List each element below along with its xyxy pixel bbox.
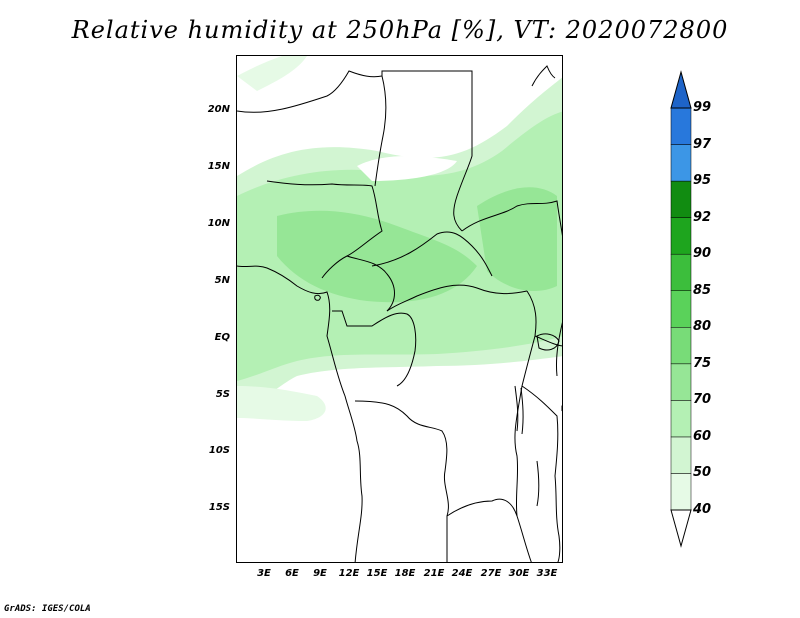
colorbar-label: 92 xyxy=(693,209,712,225)
colorbar-label: 40 xyxy=(693,502,712,517)
border-sahara-north xyxy=(237,70,473,113)
lon-label-9e: 9E xyxy=(313,568,327,579)
island-zanzibar xyxy=(561,405,562,412)
map-canvas xyxy=(237,56,562,562)
lon-label-30e: 30E xyxy=(508,568,530,579)
colorbar-label: 95 xyxy=(693,173,712,189)
colorbar-box xyxy=(670,363,692,401)
colorbar-bottom-arrow xyxy=(670,509,692,548)
humidity-patch-b xyxy=(477,187,557,291)
coastline-west-africa xyxy=(237,265,363,562)
lon-label-33e: 33E xyxy=(536,568,558,579)
colorbar-box xyxy=(670,473,692,511)
colorbar-box xyxy=(670,400,692,438)
map-panel xyxy=(236,55,563,563)
red-sea-coast xyxy=(531,65,556,87)
colorbar-label: 50 xyxy=(693,465,712,481)
colorbar-box xyxy=(670,253,692,291)
lon-label-24e: 24E xyxy=(451,568,473,579)
colorbar-box xyxy=(670,436,692,474)
border-zambia xyxy=(446,498,532,562)
dry-gap-north xyxy=(357,156,457,181)
lon-label-21e: 21E xyxy=(423,568,445,579)
colorbar-box xyxy=(670,217,692,255)
colorbar-label: 80 xyxy=(693,319,712,335)
colorbar-label: 85 xyxy=(693,282,712,298)
colorbar-box xyxy=(670,327,692,365)
humidity-field xyxy=(237,56,562,421)
humidity-north-wisp xyxy=(237,56,307,91)
humidity-patch-a xyxy=(277,210,477,303)
lat-label-15s: 15S xyxy=(208,502,230,513)
colorbar-label: 97 xyxy=(693,136,712,152)
lon-label-15e: 15E xyxy=(366,568,388,579)
lon-label-18e: 18E xyxy=(394,568,416,579)
lat-label-10n: 10N xyxy=(207,218,230,229)
border-ethiopia xyxy=(461,200,562,236)
lon-label-12e: 12E xyxy=(338,568,360,579)
island-bioko xyxy=(314,294,321,301)
humidity-sw-tail xyxy=(237,386,326,421)
political-borders xyxy=(237,65,562,562)
colorbar-top-arrow xyxy=(670,70,692,109)
colorbar-label: 75 xyxy=(693,355,712,371)
lat-label-10s: 10S xyxy=(208,445,230,456)
colorbar-box xyxy=(670,144,692,182)
lat-label-5n: 5N xyxy=(214,275,230,286)
grads-credit: GrADS: IGES/COLA xyxy=(4,604,91,614)
colorbar-label: 90 xyxy=(693,246,712,262)
colorbar-label: 99 xyxy=(693,100,712,115)
border-nigeria xyxy=(266,180,383,279)
lake-victoria xyxy=(536,333,560,351)
border-sudan xyxy=(453,111,473,232)
border-congo-drc xyxy=(332,310,417,387)
lat-label-20n: 20N xyxy=(207,104,230,115)
chart-title: Relative humidity at 250hPa [%], VT: 202… xyxy=(71,16,729,44)
colorbar xyxy=(670,70,692,548)
lake-malawi xyxy=(536,460,540,507)
colorbar-box xyxy=(670,290,692,328)
colorbar-box xyxy=(670,107,692,145)
border-car-south xyxy=(386,284,528,312)
lat-label-5s: 5S xyxy=(215,389,230,400)
lake-tanganyika xyxy=(514,385,524,435)
colorbar-label: 70 xyxy=(693,392,712,408)
colorbar-box xyxy=(670,180,692,218)
border-cameroon-car xyxy=(346,231,493,312)
lon-label-27e: 27E xyxy=(480,568,502,579)
coast-east-africa xyxy=(554,322,562,562)
border-tanzania xyxy=(521,335,562,477)
colorbar-label: 60 xyxy=(693,428,712,444)
lon-label-6e: 6E xyxy=(285,568,299,579)
lat-label-eq: EQ xyxy=(214,332,230,343)
border-angola xyxy=(354,400,449,562)
lat-label-15n: 15N xyxy=(207,161,230,172)
lon-label-3e: 3E xyxy=(257,568,271,579)
border-niger-chad xyxy=(374,75,387,187)
